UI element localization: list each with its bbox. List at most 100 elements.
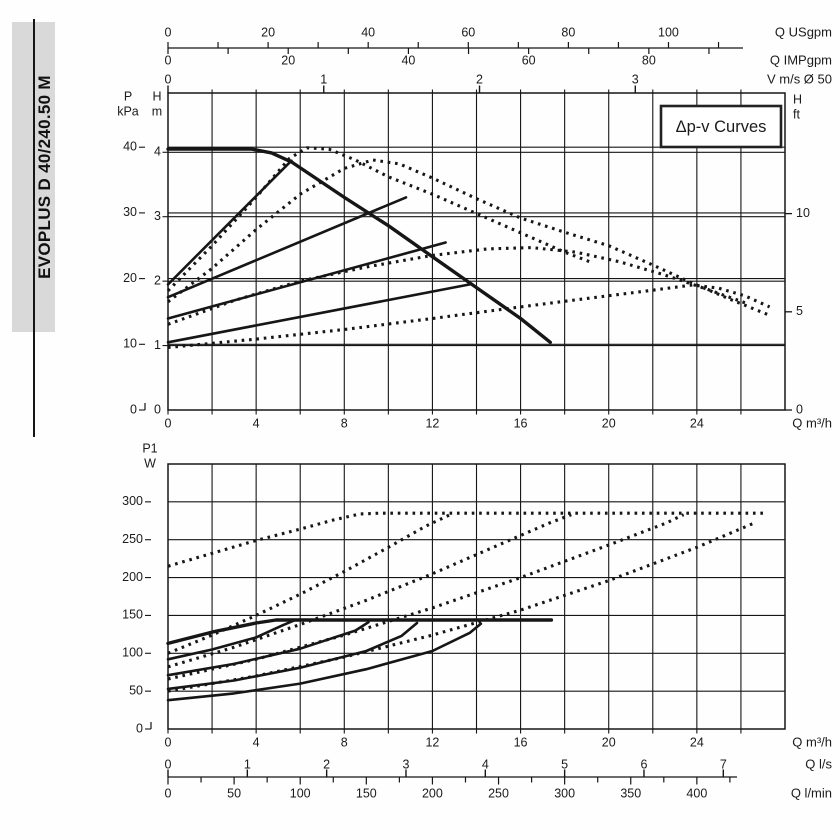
svg-text:Q m³/h: Q m³/h [792, 415, 832, 430]
svg-text:H: H [793, 92, 802, 106]
svg-text:1: 1 [244, 757, 251, 771]
svg-text:300: 300 [122, 494, 143, 508]
svg-text:Δp-v Curves: Δp-v Curves [676, 118, 767, 136]
svg-text:8: 8 [341, 416, 348, 430]
svg-text:20: 20 [602, 735, 616, 749]
svg-text:24: 24 [690, 735, 704, 749]
svg-text:W: W [144, 456, 156, 470]
svg-text:H: H [152, 89, 161, 103]
p1-dpv-4 [167, 513, 685, 681]
dpv-set-line-2 [166, 196, 408, 299]
svg-text:0: 0 [154, 402, 161, 416]
svg-text:0: 0 [165, 53, 172, 67]
svg-text:kPa: kPa [117, 104, 139, 118]
p1-set-3 [166, 621, 419, 691]
svg-text:7: 7 [720, 757, 727, 771]
svg-text:200: 200 [122, 570, 143, 584]
svg-text:Q USgpm: Q USgpm [775, 24, 832, 39]
svg-text:20: 20 [281, 53, 295, 67]
svg-text:250: 250 [488, 786, 509, 800]
svg-text:Q IMPgpm: Q IMPgpm [770, 52, 832, 67]
svg-text:20: 20 [123, 271, 137, 285]
p1-set-4 [166, 622, 483, 702]
svg-text:0: 0 [165, 72, 172, 86]
svg-text:80: 80 [561, 25, 575, 39]
svg-text:100: 100 [658, 25, 679, 39]
svg-text:0: 0 [165, 735, 172, 749]
svg-text:350: 350 [620, 786, 641, 800]
svg-text:60: 60 [461, 25, 475, 39]
svg-text:0: 0 [136, 721, 143, 735]
svg-text:0: 0 [165, 25, 172, 39]
p1-set-1 [166, 619, 295, 661]
svg-text:5: 5 [561, 757, 568, 771]
svg-text:30: 30 [123, 205, 137, 219]
svg-text:100: 100 [290, 786, 311, 800]
dpv-curve-2 [167, 158, 771, 317]
vertical-rule [33, 19, 35, 437]
svg-text:2: 2 [476, 72, 483, 86]
svg-text:2: 2 [323, 757, 330, 771]
svg-text:24: 24 [690, 416, 704, 430]
svg-text:4: 4 [253, 416, 260, 430]
svg-text:80: 80 [642, 53, 656, 67]
svg-text:50: 50 [227, 786, 241, 800]
svg-text:P1: P1 [142, 441, 157, 455]
dpv-set-line-1 [166, 159, 293, 286]
svg-text:10: 10 [123, 337, 137, 351]
svg-text:0: 0 [165, 416, 172, 430]
svg-text:V m/s Ø 50: V m/s Ø 50 [767, 71, 832, 86]
svg-text:m: m [152, 104, 162, 118]
svg-text:Q m³/h: Q m³/h [792, 734, 832, 749]
dpv-set-line-4 [166, 283, 472, 344]
svg-text:0: 0 [165, 757, 172, 771]
svg-text:20: 20 [261, 25, 275, 39]
dpv-curve-1 [166, 146, 594, 292]
svg-text:40: 40 [401, 53, 415, 67]
p1-max-curve [166, 618, 554, 646]
svg-text:10: 10 [796, 206, 810, 220]
svg-text:12: 12 [425, 735, 439, 749]
svg-text:250: 250 [122, 532, 143, 546]
svg-text:6: 6 [640, 757, 647, 771]
svg-text:1: 1 [154, 338, 161, 352]
p1-dpv-3 [167, 513, 572, 669]
svg-text:100: 100 [122, 646, 143, 660]
svg-text:60: 60 [522, 53, 536, 67]
dpv-curve-3 [167, 246, 749, 326]
svg-text:4: 4 [253, 735, 260, 749]
svg-text:300: 300 [554, 786, 575, 800]
dpv-curve-4 [167, 283, 771, 350]
svg-text:0: 0 [796, 402, 803, 416]
svg-text:0: 0 [165, 786, 172, 800]
svg-text:8: 8 [341, 735, 348, 749]
svg-text:150: 150 [356, 786, 377, 800]
p1-dpv-5 [167, 521, 755, 693]
dpv-curves-label-box: Δp-v Curves [659, 104, 783, 149]
svg-text:3: 3 [632, 72, 639, 86]
svg-text:1: 1 [320, 72, 327, 86]
svg-text:16: 16 [514, 735, 528, 749]
svg-text:12: 12 [425, 416, 439, 430]
svg-text:40: 40 [123, 139, 137, 153]
model-name: EVOPLUS D 40/240.50 M [35, 75, 54, 279]
svg-text:16: 16 [514, 416, 528, 430]
svg-text:P: P [124, 89, 132, 103]
svg-text:20: 20 [602, 416, 616, 430]
svg-text:2: 2 [154, 273, 161, 287]
svg-text:50: 50 [129, 683, 143, 697]
svg-text:Q l/s: Q l/s [805, 756, 832, 771]
svg-text:150: 150 [122, 608, 143, 622]
svg-text:0: 0 [130, 402, 137, 416]
p1-set-2 [166, 620, 370, 677]
svg-text:3: 3 [403, 757, 410, 771]
svg-text:4: 4 [154, 145, 161, 159]
svg-text:ft: ft [793, 107, 800, 121]
svg-text:5: 5 [796, 304, 803, 318]
svg-text:3: 3 [154, 209, 161, 223]
model-banner: EVOPLUS D 40/240.50 M [34, 22, 56, 332]
svg-text:Q l/min: Q l/min [791, 785, 832, 800]
